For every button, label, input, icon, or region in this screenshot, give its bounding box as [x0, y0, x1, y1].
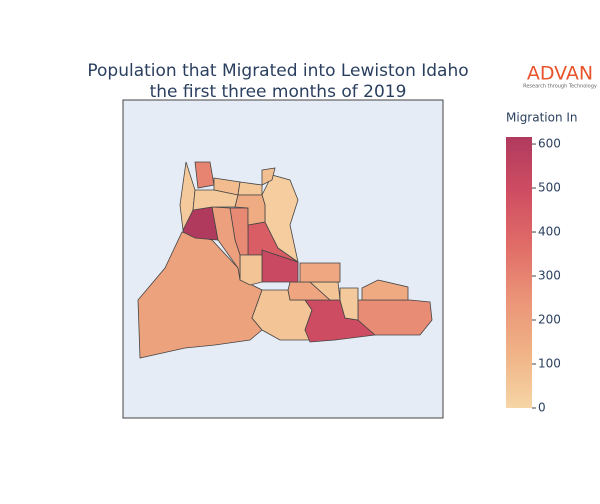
region	[234, 194, 266, 226]
colorbar-tick-label: 600	[538, 137, 561, 151]
logo-tagline: Research through Technology	[523, 84, 597, 90]
colorbar: 0 100 200 300 400 500 600	[506, 137, 561, 415]
colorbar-tick-label: 0	[538, 401, 546, 415]
region	[137, 231, 263, 359]
region	[299, 262, 341, 283]
colorbar-tick-label: 300	[538, 269, 561, 283]
colorbar-title: Migration In	[506, 111, 578, 125]
region	[211, 206, 241, 281]
title-line: the first three months of 2019	[150, 82, 407, 102]
region	[261, 167, 276, 186]
regions	[137, 161, 433, 359]
colorbar-tick-label: 400	[538, 225, 561, 239]
region	[239, 254, 263, 286]
colorbar-tick-label: 500	[538, 181, 561, 195]
region	[357, 299, 433, 336]
logo-name: ADVAN	[527, 63, 593, 85]
colorbar-tick-label: 200	[538, 313, 561, 327]
region	[361, 279, 409, 301]
colorbar-tick-label: 100	[538, 357, 561, 371]
title-line: Population that Migrated into Lewiston I…	[87, 61, 468, 81]
colorbar-gradient	[506, 137, 532, 408]
region	[179, 161, 196, 232]
